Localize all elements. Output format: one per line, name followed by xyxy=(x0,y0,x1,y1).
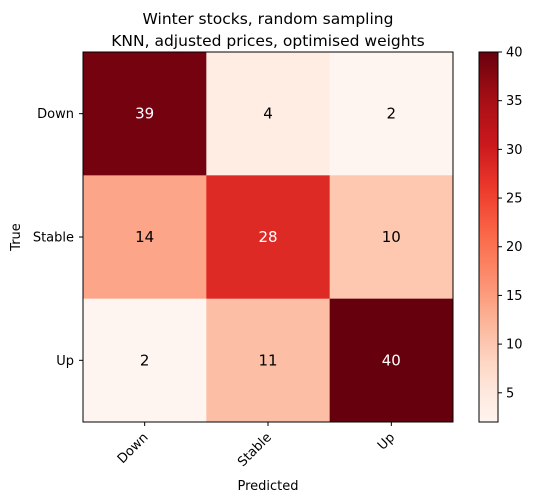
heatmap-cell xyxy=(83,298,207,423)
y-tick-label: Up xyxy=(56,354,74,369)
heatmap-cell xyxy=(329,175,454,300)
chart-title-line-1: Winter stocks, random sampling xyxy=(143,10,394,28)
colorbar-tick-label: 20 xyxy=(506,240,523,255)
colorbar-tick-label: 5 xyxy=(506,386,514,401)
cell-value-label: 28 xyxy=(258,228,277,246)
colorbar-tick-label: 25 xyxy=(506,192,523,207)
x-tick-label: Up xyxy=(375,430,398,453)
colorbar-tick-label: 15 xyxy=(506,289,523,304)
chart-title-line-2: KNN, adjusted prices, optimised weights xyxy=(111,32,424,50)
cell-value-label: 10 xyxy=(382,228,401,246)
heatmap-cell xyxy=(206,52,331,176)
cell-value-label: 40 xyxy=(382,351,401,369)
x-axis-label: Predicted xyxy=(237,479,298,494)
heatmap-cell xyxy=(329,298,454,423)
cell-value-label: 14 xyxy=(135,228,154,246)
cell-value-label: 39 xyxy=(135,105,154,123)
cell-value-label: 2 xyxy=(140,351,150,369)
cell-value-label: 11 xyxy=(258,351,277,369)
colorbar: 5 10 15 20 25 30 35 40 xyxy=(478,46,523,423)
colorbar-tick-label: 30 xyxy=(506,143,523,158)
heatmap-cells: 39 4 2 14 28 10 2 11 40 xyxy=(83,52,454,423)
y-axis-label: True xyxy=(9,223,24,252)
colorbar-gradient xyxy=(478,51,499,423)
colorbar-tick-label: 40 xyxy=(506,46,523,61)
colorbar-tick-label: 35 xyxy=(506,94,523,109)
heatmap-cell xyxy=(83,175,207,300)
colorbar-tick-label: 10 xyxy=(506,338,523,353)
x-tick-label: Down xyxy=(115,430,152,467)
heatmap-cell xyxy=(206,298,331,423)
cell-value-label: 2 xyxy=(387,105,397,123)
y-tick-label: Stable xyxy=(33,230,74,245)
heatmap-cell xyxy=(83,52,207,176)
x-tick-label: Stable xyxy=(235,430,275,470)
heatmap-cell xyxy=(206,175,331,300)
heatmap-cell xyxy=(329,52,454,176)
y-tick-label: Down xyxy=(37,107,74,122)
cell-value-label: 4 xyxy=(263,105,273,123)
